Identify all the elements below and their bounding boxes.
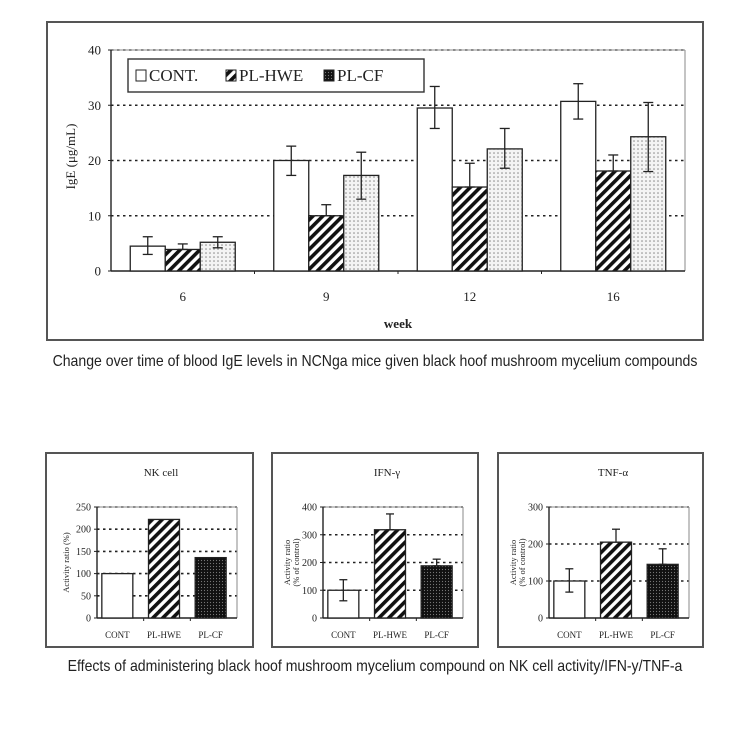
bar-cont bbox=[101, 572, 134, 619]
y-tick-label: 50 bbox=[81, 591, 91, 602]
y-tick-label: 100 bbox=[76, 569, 91, 580]
x-tick-label: PL-CF bbox=[650, 630, 675, 640]
bar-pl-cf-week-12 bbox=[486, 148, 523, 272]
y-tick-label: 30 bbox=[88, 98, 101, 113]
ige-chart-caption: Change over time of blood IgE levels in … bbox=[52, 353, 698, 370]
y-tick-label: 300 bbox=[302, 530, 317, 541]
y-tick-label: 0 bbox=[312, 614, 317, 625]
legend-swatch-pl-cf bbox=[323, 69, 335, 82]
legend-label-cont: CONT. bbox=[149, 66, 198, 85]
y-tick-label: 300 bbox=[528, 503, 543, 514]
bar-pl-hwe-week-16 bbox=[595, 170, 632, 272]
ifn-gamma-chart: IFN-γ 0 100 200 300 400 CONT PL-HWE PL-CF Activit… bbox=[282, 467, 464, 640]
legend: CONT. PL-HWE PL-CF bbox=[127, 58, 425, 93]
y-axis-title-line2: (% of control) bbox=[517, 538, 527, 586]
tnf-alpha-chart-frame: TNF-α 0 100 200 300 CONT PL-HWE PL-CF Activity r… bbox=[497, 452, 704, 648]
bar-pl-hwe-week-9 bbox=[308, 215, 345, 272]
legend-label-pl-cf: PL-CF bbox=[337, 66, 383, 85]
nk-cell-chart-frame: NK cell 0 50 100 150 200 250 CONT PL-HWE PL-CF Act… bbox=[45, 452, 254, 648]
y-tick-label: 150 bbox=[76, 547, 91, 558]
bar-pl-hwe-week-12 bbox=[451, 186, 488, 272]
x-tick-label: PL-CF bbox=[424, 630, 449, 640]
y-tick-label: 0 bbox=[95, 264, 102, 279]
ige-chart: 0 10 20 30 40 6 9 12 16 week IgE (μg/mL) CONT. PL-HW… bbox=[63, 43, 686, 331]
y-tick-label: 200 bbox=[302, 558, 317, 569]
bar-pl-cf bbox=[194, 556, 227, 619]
y-tick-label: 0 bbox=[538, 614, 543, 625]
x-tick-label: PL-HWE bbox=[373, 630, 407, 640]
bar-cont-week-12 bbox=[416, 107, 453, 272]
y-tick-label: 400 bbox=[302, 503, 317, 514]
y-axis-title-line2: (% of control) bbox=[291, 538, 301, 586]
ifn-gamma-chart-frame: IFN-γ 0 100 200 300 400 CONT PL-HWE PL-CF Activit… bbox=[271, 452, 479, 648]
x-tick-label: 12 bbox=[463, 289, 476, 304]
y-tick-label: 100 bbox=[528, 577, 543, 588]
y-axis-title: Activity ratio bbox=[282, 540, 292, 586]
tnf-alpha-chart: TNF-α 0 100 200 300 CONT PL-HWE PL-CF Activity r… bbox=[508, 467, 690, 640]
y-tick-label: 200 bbox=[76, 525, 91, 536]
y-tick-label: 10 bbox=[88, 208, 101, 223]
x-tick-label: CONT bbox=[557, 630, 582, 640]
y-tick-label: 40 bbox=[88, 43, 101, 58]
chart-title: TNF-α bbox=[598, 467, 628, 479]
x-tick-label: CONT bbox=[331, 630, 356, 640]
chart-title: IFN-γ bbox=[374, 467, 400, 479]
legend-swatch-cont bbox=[135, 69, 147, 82]
bar-pl-hwe bbox=[599, 541, 633, 619]
bar-pl-hwe bbox=[373, 529, 407, 619]
bar-cont-week-9 bbox=[273, 159, 310, 272]
y-tick-label: 250 bbox=[76, 503, 91, 514]
bar-pl-cf bbox=[646, 563, 679, 619]
x-tick-label: PL-HWE bbox=[599, 630, 633, 640]
y-axis-title: Activity ratio bbox=[508, 540, 518, 586]
y-tick-label: 0 bbox=[86, 614, 91, 625]
x-tick-label: PL-CF bbox=[198, 630, 223, 640]
y-tick-label: 200 bbox=[528, 540, 543, 551]
x-axis-title: week bbox=[384, 316, 413, 331]
x-tick-label: 16 bbox=[607, 289, 621, 304]
bar-pl-hwe bbox=[147, 518, 181, 619]
x-tick-label: PL-HWE bbox=[147, 630, 181, 640]
y-tick-label: 100 bbox=[302, 586, 317, 597]
bar-cont-week-16 bbox=[560, 100, 597, 272]
y-axis-title: IgE (μg/mL) bbox=[63, 124, 78, 190]
legend-box bbox=[127, 58, 425, 93]
legend-swatch-pl-hwe bbox=[225, 69, 237, 82]
nk-cell-chart: NK cell 0 50 100 150 200 250 CONT PL-HWE PL-CF Act… bbox=[61, 467, 238, 640]
ige-chart-frame: 0 10 20 30 40 6 9 12 16 week IgE (μg/mL) CONT. PL-HW… bbox=[46, 21, 704, 341]
bar-pl-cf bbox=[420, 565, 453, 619]
y-axis-title: Activity ratio (%) bbox=[61, 532, 71, 593]
x-tick-label: 9 bbox=[323, 289, 330, 304]
chart-title: NK cell bbox=[144, 467, 179, 479]
y-tick-label: 20 bbox=[88, 153, 101, 168]
legend-label-pl-hwe: PL-HWE bbox=[239, 66, 303, 85]
bar-pl-hwe-week-6 bbox=[164, 248, 201, 272]
x-tick-label: CONT bbox=[105, 630, 130, 640]
x-tick-label: 6 bbox=[180, 289, 187, 304]
cytokine-charts-caption: Effects of administering black hoof mush… bbox=[67, 658, 683, 675]
